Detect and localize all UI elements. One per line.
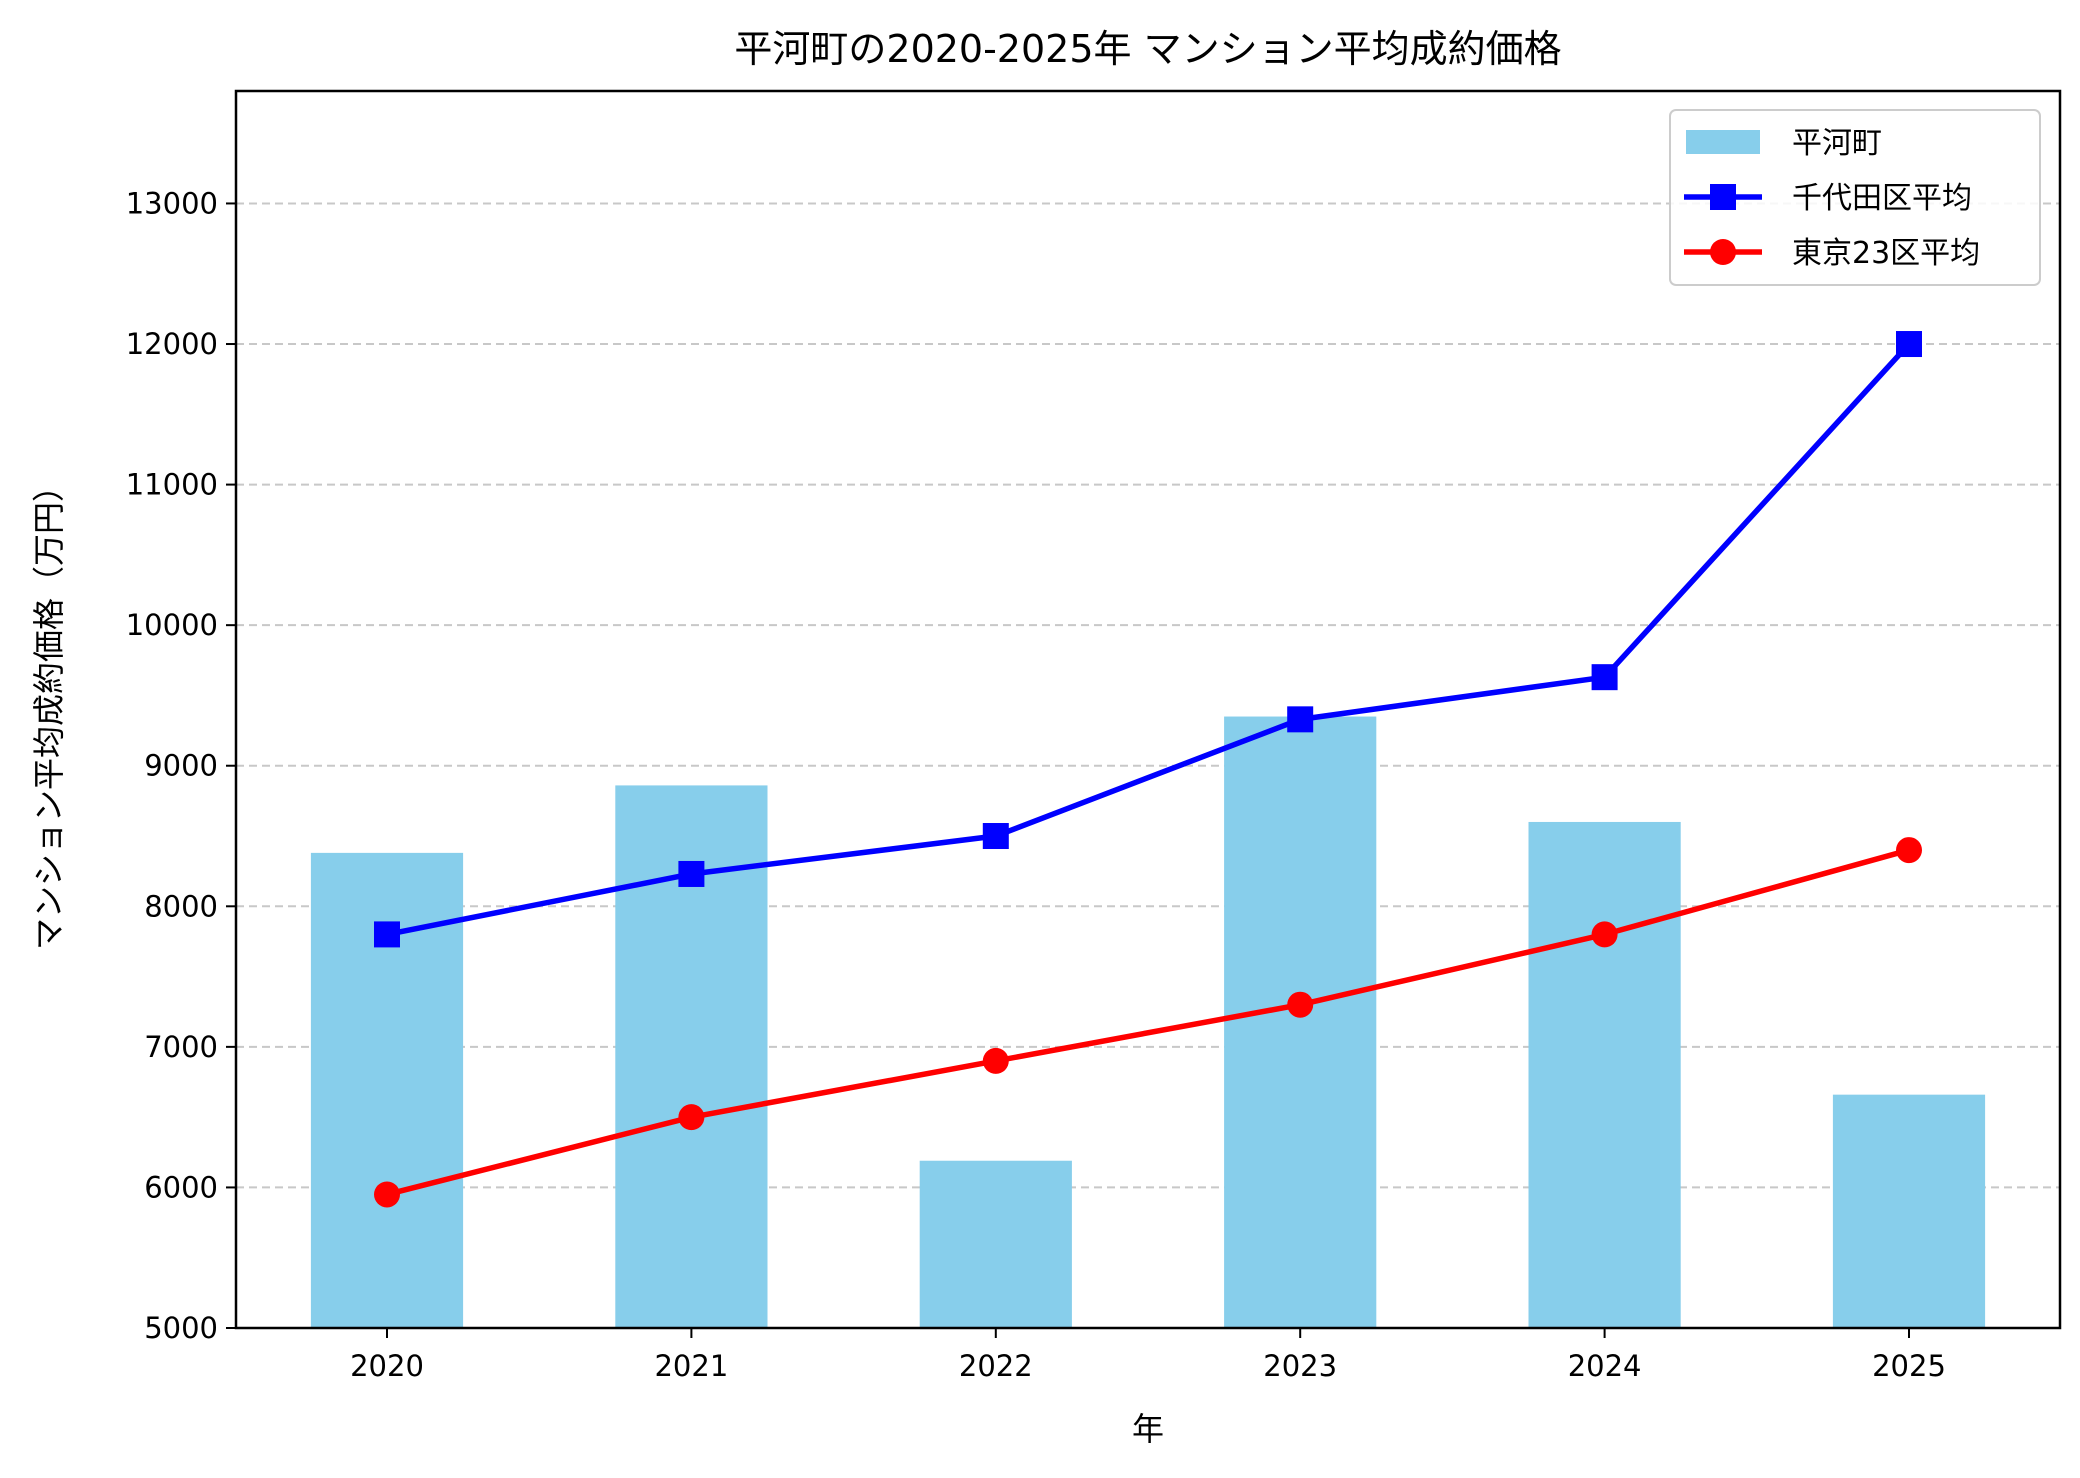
x-axis: 2020 2021 2022 2023 2024 2025 (350, 1328, 1946, 1383)
data-point (678, 860, 705, 887)
data-point (982, 823, 1009, 850)
data-point (1287, 991, 1314, 1018)
legend-marker (1710, 184, 1736, 210)
legend-label: 東京23区平均 (1792, 236, 1980, 271)
data-point (1287, 706, 1314, 733)
bar (1528, 821, 1681, 1328)
y-tick-label: 6000 (144, 1170, 218, 1204)
legend-marker (1710, 239, 1736, 265)
x-tick-label: 2020 (350, 1349, 424, 1383)
series-line (386, 847, 1910, 1198)
x-axis-label: 年 (1132, 1410, 1164, 1448)
bar (1832, 1094, 1986, 1328)
y-tick-label: 10000 (126, 608, 218, 642)
series-line (386, 342, 1912, 938)
y-tick-label: 13000 (126, 186, 218, 220)
y-axis-label: マンション平均成約価格（万円） (30, 470, 68, 950)
data-point (982, 1047, 1009, 1074)
legend-swatch (1686, 130, 1760, 154)
data-point (1591, 664, 1618, 691)
data-point (678, 1104, 705, 1131)
bars (310, 716, 1986, 1328)
x-tick-label: 2022 (959, 1349, 1033, 1383)
x-tick-label: 2021 (654, 1349, 728, 1383)
y-tick-label: 11000 (126, 468, 218, 502)
bar (1224, 716, 1377, 1328)
lines (374, 331, 1922, 1208)
y-tick-label: 12000 (126, 327, 218, 361)
legend-label: 千代田区平均 (1792, 181, 1972, 216)
data-point (1896, 837, 1922, 864)
plot-frame (234, 89, 2062, 1330)
x-tick-label: 2025 (1872, 1349, 1946, 1383)
y-tick-label: 9000 (144, 749, 218, 783)
chart-title: 平河町の2020-2025年 マンション平均成約価格 (734, 27, 1561, 71)
y-tick-label: 7000 (144, 1030, 218, 1064)
data-point (374, 1181, 400, 1208)
bar (919, 1160, 1072, 1328)
legend-label: 平河町 (1792, 126, 1882, 161)
y-axis: 5000 6000 7000 8000 9000 10000 11000 12000 13000 (126, 186, 236, 1345)
x-tick-label: 2023 (1263, 1349, 1337, 1383)
legend-box (1669, 109, 2041, 286)
y-tick-label: 8000 (144, 889, 218, 923)
data-point (1896, 331, 1922, 358)
x-tick-label: 2024 (1568, 1349, 1642, 1383)
data-point (374, 921, 400, 948)
grid (236, 202, 2060, 1189)
y-tick-label: 5000 (144, 1311, 218, 1345)
data-point (1591, 921, 1618, 948)
